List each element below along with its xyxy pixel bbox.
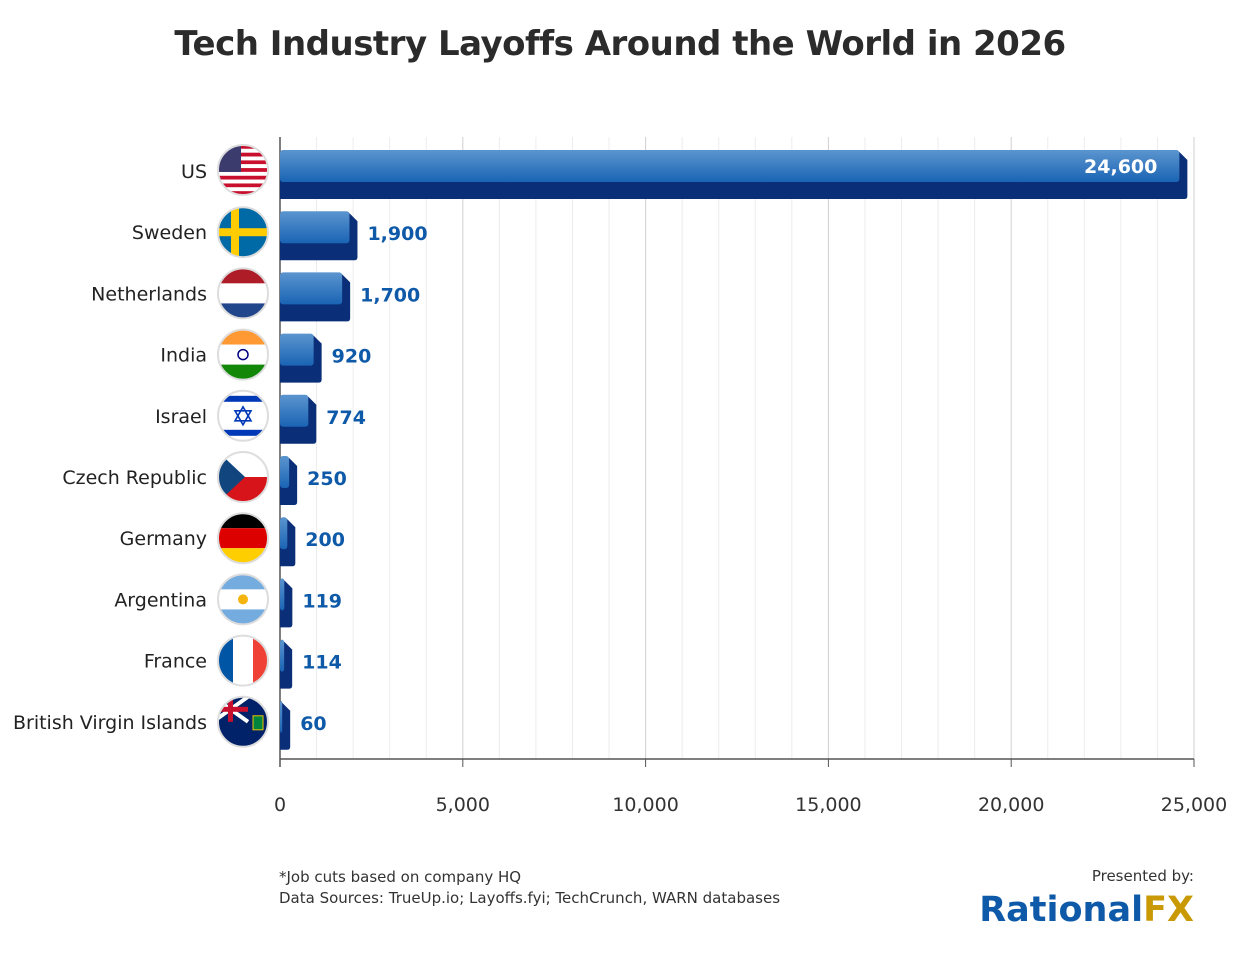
data-label: 114 xyxy=(302,652,342,674)
bar xyxy=(280,700,283,733)
bar-row: 114 France xyxy=(144,634,342,689)
flag-border xyxy=(217,695,269,748)
category-label: India xyxy=(160,345,207,367)
flag-border xyxy=(217,573,269,626)
data-label: 774 xyxy=(326,407,366,429)
x-tick-label: 5,000 xyxy=(436,794,490,816)
flag-border xyxy=(217,634,269,687)
category-label: Germany xyxy=(120,528,207,550)
flag-british-virgin-islands-icon xyxy=(218,696,268,747)
bar xyxy=(280,639,285,672)
x-tick-label: 25,000 xyxy=(1161,794,1227,816)
bar-row: 774 Israel xyxy=(155,389,366,444)
bar xyxy=(280,394,309,427)
flag-border xyxy=(217,389,269,442)
rationalfx-logo: RationalFX xyxy=(979,890,1194,930)
flag-netherlands-icon xyxy=(218,268,268,319)
category-label: Netherlands xyxy=(91,283,207,305)
bar xyxy=(280,333,314,366)
bar-row: 1,900 Sweden xyxy=(132,206,428,261)
flag-israel-icon xyxy=(218,390,268,441)
footnote-block: *Job cuts based on company HQ Data Sourc… xyxy=(279,867,780,909)
category-label: Sweden xyxy=(132,222,207,244)
bar-row: 250 Czech Republic xyxy=(62,451,347,505)
bar xyxy=(280,578,285,611)
bar-row: 920 India xyxy=(160,328,372,383)
bar xyxy=(280,211,350,244)
data-label: 920 xyxy=(332,346,372,368)
x-tick-label: 15,000 xyxy=(795,794,861,816)
flag-sweden-icon xyxy=(218,207,268,258)
flag-border xyxy=(217,144,269,196)
bar xyxy=(280,517,288,550)
flag-border xyxy=(217,328,269,381)
data-label: 119 xyxy=(302,590,342,612)
bar-row: 60 British Virgin Islands xyxy=(13,695,327,750)
bar-row: 24,600 US xyxy=(181,144,1188,199)
category-label: British Virgin Islands xyxy=(13,712,207,734)
flag-border xyxy=(217,451,269,503)
logo-part2: FX xyxy=(1143,890,1194,930)
x-tick-label: 20,000 xyxy=(978,794,1044,816)
bar-shadow xyxy=(280,702,291,750)
chart-title: Tech Industry Layoffs Around the World i… xyxy=(174,24,1066,64)
bar xyxy=(280,456,290,488)
flag-border xyxy=(217,206,269,259)
data-label: 250 xyxy=(307,468,347,490)
flag-india-icon xyxy=(218,329,268,380)
data-label: 200 xyxy=(305,529,345,551)
presented-by: Presented by: xyxy=(1091,867,1194,885)
x-tick-label: 0 xyxy=(274,794,286,816)
bar-row: 119 Argentina xyxy=(114,573,342,628)
data-label: 24,600 xyxy=(1084,156,1157,178)
flag-germany-icon xyxy=(218,513,268,564)
bar xyxy=(280,272,343,305)
flag-border xyxy=(217,512,269,565)
flag-france-icon xyxy=(218,635,268,686)
data-label: 1,700 xyxy=(360,284,420,306)
data-label: 60 xyxy=(300,713,326,735)
flag-us-icon xyxy=(218,145,268,195)
flag-czech-republic-icon xyxy=(218,452,268,502)
category-label: Argentina xyxy=(114,589,207,611)
x-tick-label: 10,000 xyxy=(612,794,678,816)
data-sources: Data Sources: TrueUp.io; Layoffs.fyi; Te… xyxy=(279,889,781,907)
category-label: Czech Republic xyxy=(62,467,207,489)
footnote: *Job cuts based on company HQ xyxy=(279,868,522,886)
bar-row: 1,700 Netherlands xyxy=(91,267,420,322)
logo-part1: Rational xyxy=(979,890,1144,930)
bar-row: 200 Germany xyxy=(120,512,345,567)
bar xyxy=(280,150,1180,182)
flag-argentina-icon xyxy=(218,574,268,625)
category-label: US xyxy=(181,161,207,183)
flag-border xyxy=(217,267,269,320)
category-label: France xyxy=(144,651,207,673)
category-label: Israel xyxy=(155,406,207,428)
data-label: 1,900 xyxy=(367,223,427,245)
